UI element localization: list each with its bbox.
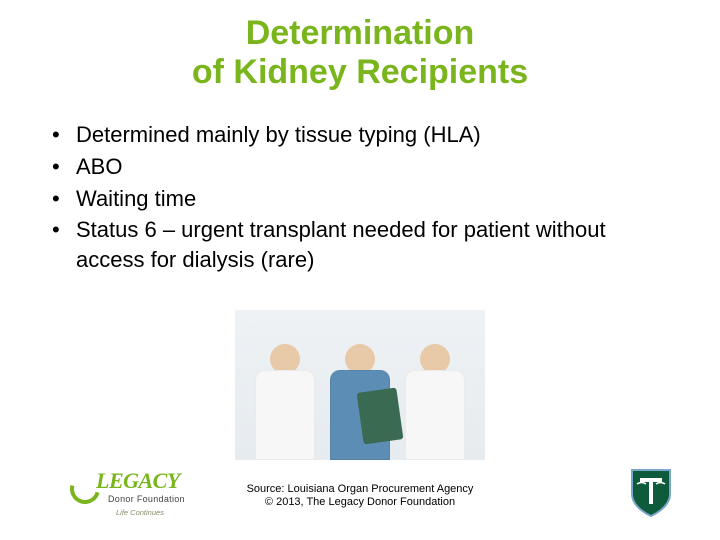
title-line-1: Determination [246, 14, 475, 52]
source-attribution: Source: Louisiana Organ Procurement Agen… [0, 483, 720, 511]
title-line-2: of Kidney Recipients [192, 53, 528, 91]
bullet-item: ABO [48, 152, 680, 182]
bullet-item: Status 6 – urgent transplant needed for … [48, 215, 680, 274]
bullet-text: Determined mainly by tissue typing (HLA) [76, 122, 481, 147]
slide-title: Determination of Kidney Recipients [0, 0, 720, 92]
footer: LEGACY Donor Foundation Life Continues S… [0, 470, 720, 530]
source-line: Source: Louisiana Organ Procurement Agen… [0, 483, 720, 497]
bullet-text: ABO [76, 154, 122, 179]
bullet-text: Waiting time [76, 186, 196, 211]
doctor-figure [405, 344, 465, 460]
doctors-image [235, 310, 485, 460]
doctor-figure [255, 344, 315, 460]
bullet-list: Determined mainly by tissue typing (HLA)… [48, 120, 680, 274]
bullet-item: Determined mainly by tissue typing (HLA) [48, 120, 680, 150]
copyright-line: © 2013, The Legacy Donor Foundation [0, 496, 720, 510]
tulane-shield-logo [630, 468, 672, 518]
bullet-text: Status 6 – urgent transplant needed for … [76, 217, 606, 272]
clipboard-icon [357, 387, 404, 444]
bullet-item: Waiting time [48, 184, 680, 214]
